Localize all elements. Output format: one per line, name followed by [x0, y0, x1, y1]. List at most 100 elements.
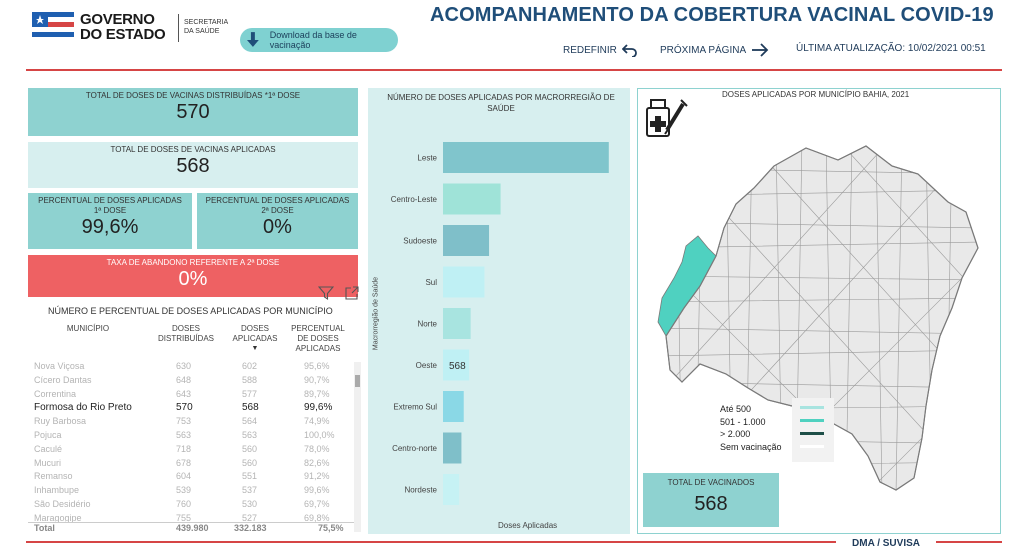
table-cell-dist: 755 [176, 512, 192, 523]
table-cell-pct: 95,6% [304, 361, 330, 371]
map-title: DOSES APLICADAS POR MUNICÍPIO BAHIA, 202… [722, 90, 910, 99]
col-header-percent[interactable]: PERCENTUAL DE DOSES APLICADAS [291, 324, 345, 353]
table-body[interactable]: Nova Viçosa 630 602 95,6% Cícero Dantas 648 58… [28, 361, 354, 523]
col-header-distributed[interactable]: DOSES DISTRIBUÍDAS [157, 324, 214, 343]
table-cell-apl: 560 [242, 457, 258, 468]
table-row[interactable]: Remanso 604 551 91,2% [28, 471, 354, 485]
bar-centro-norte[interactable] [443, 432, 462, 464]
table-cell-pct: 100,0% [304, 429, 335, 440]
table-cell-dist: 718 [176, 443, 192, 454]
bar-data-label: 568 [449, 361, 466, 372]
table-cell-pct: 69,7% [304, 498, 330, 509]
filter-icon[interactable] [318, 285, 334, 301]
table-scroll-thumb[interactable] [355, 375, 360, 387]
table-cell-apl: 527 [242, 512, 258, 523]
bar-nordeste[interactable] [443, 474, 460, 505]
kpi-pct-dose1: PERCENTUAL DE DOSES APLICADAS 1ª DOSE 99,… [28, 193, 192, 249]
focus-mode-icon[interactable] [344, 285, 360, 301]
table-row[interactable]: Pojuca 563 563 100,0% [28, 430, 354, 444]
header: GOVERNO DO ESTADO SECRETARIA DA SAÚDE Do… [0, 0, 1024, 72]
table-cell-mun: Inhambupe [34, 485, 80, 496]
table-cell-pct: 89,7% [304, 388, 330, 399]
bar-leste[interactable] [443, 142, 609, 173]
table-cell-pct: 74,9% [304, 416, 330, 427]
bar-sul[interactable] [443, 266, 485, 298]
table-cell-apl: 564 [242, 416, 258, 427]
table-cell-mun: Maragogipe [34, 512, 82, 523]
bar-category-label: Norte [417, 320, 437, 329]
table-scrollbar[interactable] [354, 362, 361, 532]
footer-divider [26, 541, 1002, 543]
total-vaccinated-card: TOTAL DE VACINADOS 568 [643, 473, 779, 527]
table-row[interactable]: Nova Viçosa 630 602 95,6% [28, 361, 354, 375]
table-row[interactable]: Correntina 643 577 89,7% [28, 389, 354, 403]
reset-button[interactable]: REDEFINIR [563, 43, 638, 57]
col-header-applied[interactable]: DOSES APLICADAS ▼ [225, 324, 285, 354]
table-cell-mun: Formosa do Rio Preto [34, 402, 132, 414]
table-row[interactable]: Caculé 718 560 78,0% [28, 444, 354, 458]
table-cell-mun: Caculé [34, 443, 63, 454]
header-divider [26, 69, 1002, 71]
bahia-flag-icon [32, 12, 74, 42]
table-cell-dist: 630 [176, 361, 192, 371]
footer-tag: DMA / SUVISA [836, 538, 936, 552]
bar-norte[interactable] [443, 308, 471, 339]
table-cell-apl: 563 [242, 429, 258, 440]
kpi-distributed: TOTAL DE DOSES DE VACINAS DISTRIBUÍDAS *… [28, 88, 358, 136]
legend-swatch-3 [800, 445, 824, 448]
table-cell-mun: Ruy Barbosa [34, 416, 87, 427]
col-header-municipio[interactable]: MUNICÍPIO [66, 324, 110, 333]
bar-chart[interactable]: Leste Centro-Leste Sudoeste Sul Norte Oeste 56… [368, 130, 630, 514]
table-cell-mun: Nova Viçosa [34, 361, 85, 371]
table-row[interactable]: Maragogipe 755 527 69,8% [28, 513, 354, 523]
download-button[interactable]: Download da base de vacinação [240, 28, 398, 52]
table-row[interactable]: Ruy Barbosa 753 564 74,9% [28, 416, 354, 430]
table-cell-dist: 760 [176, 498, 192, 509]
table-cell-dist: 563 [176, 429, 192, 440]
table-row[interactable]: Mucuri 678 560 82,6% [28, 458, 354, 472]
undo-arrow-icon [621, 44, 637, 57]
bar-centro-leste[interactable] [443, 183, 501, 215]
table-row[interactable]: Inhambupe 539 537 99,6% [28, 485, 354, 499]
vaccine-icon [646, 99, 688, 137]
page-title: ACOMPANHAMENTO DA COBERTURA VACINAL COVI… [430, 4, 994, 26]
table-cell-mun: Mucuri [34, 457, 62, 468]
table-cell-pct: 78,0% [304, 443, 330, 454]
table-row[interactable]: Formosa do Rio Preto 570 568 99,6% [28, 402, 354, 416]
bar-category-label: Leste [417, 154, 437, 163]
kpi-applied: TOTAL DE DOSES DE VACINAS APLICADAS 568 [28, 142, 358, 188]
table-row[interactable]: Cícero Dantas 648 588 90,7% [28, 375, 354, 389]
bar-extremo-sul[interactable] [443, 391, 464, 422]
sort-desc-icon: ▼ [251, 345, 259, 352]
table-cell-dist: 539 [176, 485, 192, 496]
kpi-abandon-rate: TAXA DE ABANDONO REFERENTE A 2ª DOSE 0% [28, 255, 358, 297]
table-cell-dist: 678 [176, 457, 192, 468]
bar-sudoeste[interactable] [443, 225, 490, 256]
bar-category-label: Extremo Sul [393, 403, 437, 412]
table-cell-mun: São Desidério [34, 498, 91, 509]
map-legend: Até 500 501 - 1.000 > 2.000 Sem vacinaçã… [720, 404, 782, 452]
logo-text: GOVERNO DO ESTADO [80, 11, 166, 43]
bar-category-label: Nordeste [405, 486, 438, 495]
table-row[interactable]: São Desidério 760 530 69,7% [28, 499, 354, 513]
legend-swatch-1 [800, 419, 824, 422]
table-cell-apl: 530 [242, 498, 258, 509]
download-arrow-icon [246, 32, 259, 47]
table-total-row: Total 439.980 332.183 75,5% [28, 522, 354, 534]
bar-category-label: Sudoeste [403, 237, 437, 246]
next-page-button[interactable]: PRÓXIMA PÁGINA [660, 43, 769, 57]
bar-category-label: Sul [425, 278, 437, 287]
table-cell-mun: Cícero Dantas [34, 374, 92, 385]
table-cell-apl: 602 [242, 361, 258, 371]
bar-oeste[interactable] [443, 349, 470, 381]
table-cell-apl: 560 [242, 443, 258, 454]
table-cell-pct: 91,2% [304, 471, 330, 482]
download-label: Download da base de vacinação [269, 30, 357, 50]
legend-swatch-0 [800, 406, 824, 409]
kpi-pct-dose2: PERCENTUAL DE DOSES APLICADAS 2ª DOSE 0% [197, 193, 358, 249]
bar-chart-xlabel: Doses Aplicadas [498, 521, 558, 530]
bar-category-label: Centro-norte [392, 444, 437, 453]
legend-swatch-2 [800, 432, 824, 435]
table-cell-dist: 643 [176, 388, 192, 399]
table-cell-apl: 588 [242, 374, 258, 385]
